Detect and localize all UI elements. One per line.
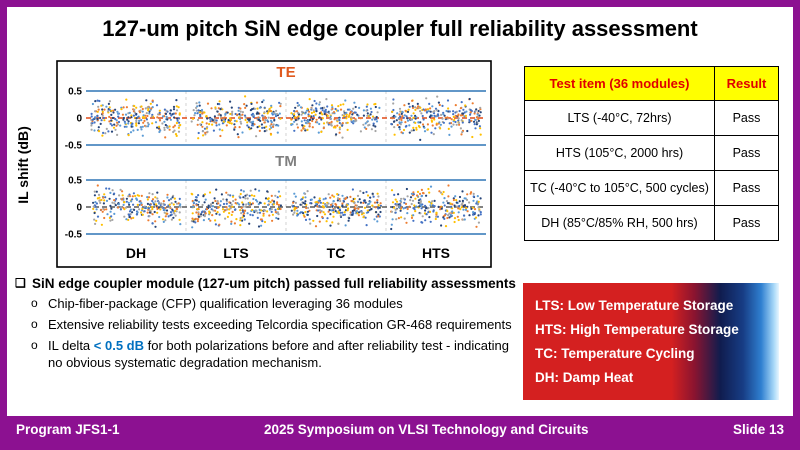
result-cell: Pass: [714, 205, 779, 241]
svg-text:-0.5: -0.5: [65, 230, 83, 241]
table-header-result: Result: [714, 66, 779, 101]
svg-text:0.5: 0.5: [68, 87, 82, 98]
chart-y-axis-label: IL shift (dB): [15, 126, 31, 204]
test-item-cell: HTS (105°C, 2000 hrs): [524, 135, 715, 171]
il-shift-scatter-chart: 0.5 0 -0.5 TE 0.5 0 -0.5 TM DH LTS TC HTS: [56, 60, 492, 268]
footer-slide-number: Slide 13: [732, 422, 784, 437]
svg-text:TE: TE: [276, 64, 295, 81]
test-item-cell: LTS (-40°C, 72hrs): [524, 100, 715, 136]
table-row-dh: DH (85°C/85% RH, 500 hrs) Pass: [524, 205, 779, 241]
svg-text:TC: TC: [327, 245, 346, 261]
svg-text:-0.5: -0.5: [65, 141, 83, 152]
table-row-lts: LTS (-40°C, 72hrs) Pass: [524, 100, 779, 136]
circle-bullet-icon: o: [31, 317, 38, 332]
svg-text:0.5: 0.5: [68, 176, 82, 187]
footer-bar: Program JFS1-1 2025 Symposium on VLSI Te…: [7, 416, 793, 443]
sub-bullet-text-pre: Extensive reliability tests exceeding Te…: [48, 317, 512, 333]
main-bullet: ❑ SiN edge coupler module (127-um pitch)…: [15, 275, 519, 292]
result-cell: Pass: [714, 100, 779, 136]
circle-bullet-icon: o: [31, 296, 38, 311]
square-bullet-icon: ❑: [15, 276, 26, 290]
footer-program-id: Program JFS1-1: [16, 422, 120, 437]
sub-bullet-cfp: o Chip-fiber-package (CFP) qualification…: [31, 296, 519, 313]
slide-title: 127-um pitch SiN edge coupler full relia…: [102, 16, 698, 41]
footer-conference-name: 2025 Symposium on VLSI Technology and Ci…: [263, 422, 589, 437]
legend-line-tc: TC: Temperature Cycling: [535, 346, 695, 361]
acronym-legend-box: LTS: Low Temperature Storage HTS: High T…: [523, 283, 779, 400]
test-item-cell: TC (-40°C to 105°C, 500 cycles): [524, 170, 715, 206]
circle-bullet-icon: o: [31, 338, 38, 353]
sub-bullet-text-post: for both polarizations before and after …: [48, 338, 509, 370]
svg-text:0: 0: [76, 203, 82, 214]
sub-bullet-il-delta: o IL delta < 0.5 dB for both polarizatio…: [31, 338, 519, 372]
sub-bullet-text: IL delta < 0.5 dB for both polarizations…: [48, 338, 519, 372]
main-bullet-text: SiN edge coupler module (127-um pitch) p…: [32, 276, 516, 291]
sub-bullet-text: Chip-fiber-package (CFP) qualification l…: [48, 296, 403, 313]
svg-text:LTS: LTS: [223, 245, 248, 261]
summary-section: ❑ SiN edge coupler module (127-um pitch)…: [15, 275, 519, 376]
reliability-results-table: Test item (36 modules) Result LTS (-40°C…: [524, 66, 779, 241]
test-item-cell: DH (85°C/85% RH, 500 hrs): [524, 205, 715, 241]
sub-bullet-highlight: < 0.5 dB: [93, 338, 144, 354]
svg-text:DH: DH: [126, 245, 146, 261]
svg-text:0: 0: [76, 114, 82, 125]
sub-bullet-text-pre: IL delta: [48, 338, 94, 354]
legend-line-hts: HTS: High Temperature Storage: [535, 322, 739, 337]
result-cell: Pass: [714, 170, 779, 206]
sub-bullet-text-pre: Chip-fiber-package (CFP) qualification l…: [48, 296, 403, 312]
table-header-test-item: Test item (36 modules): [524, 66, 715, 101]
legend-line-lts: LTS: Low Temperature Storage: [535, 298, 734, 313]
table-row-hts: HTS (105°C, 2000 hrs) Pass: [524, 135, 779, 171]
sub-bullet-text: Extensive reliability tests exceeding Te…: [48, 317, 512, 334]
table-header-row: Test item (36 modules) Result: [524, 66, 779, 101]
legend-line-dh: DH: Damp Heat: [535, 370, 634, 385]
svg-text:HTS: HTS: [422, 245, 450, 261]
table-row-tc: TC (-40°C to 105°C, 500 cycles) Pass: [524, 170, 779, 206]
sub-bullet-telcordia: o Extensive reliability tests exceeding …: [31, 317, 519, 334]
svg-text:TM: TM: [275, 153, 297, 170]
result-cell: Pass: [714, 135, 779, 171]
